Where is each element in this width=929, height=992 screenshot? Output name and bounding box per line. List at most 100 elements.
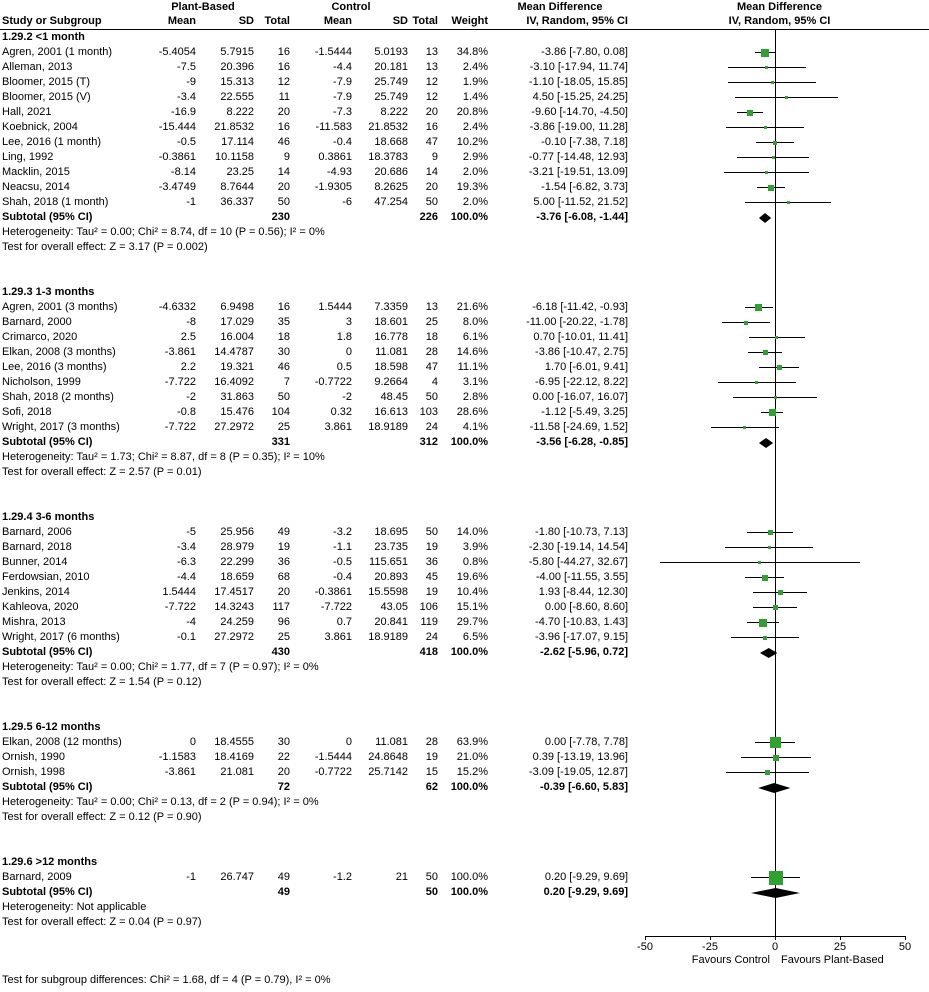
ctrl-total-cell: 16 <box>425 121 438 133</box>
pb-sd-cell <box>198 210 256 225</box>
pb-total-cell: 20 <box>277 106 290 118</box>
pb-mean-cell <box>150 780 198 795</box>
ci-plot-cell <box>630 405 929 420</box>
study-name: Crimarco, 2020 <box>2 331 78 343</box>
study-row: Barnard, 2018 -3.4 28.979 19 -1.1 23.735 19 3.9… <box>0 540 929 555</box>
effect-marker <box>785 96 789 99</box>
effect-marker <box>773 396 777 399</box>
ctrl-sd-cell: 9.2664 <box>374 376 408 388</box>
pb-sd-cell: 23.25 <box>226 166 254 178</box>
pb-sd-cell: 18.4555 <box>214 736 254 748</box>
ci-text-cell: -2.62 [-5.96, 0.72] <box>539 646 628 658</box>
subtotal-label: Subtotal (95% CI) <box>2 436 93 448</box>
effect-marker <box>765 66 769 69</box>
ctrl-total-cell: 45 <box>425 571 438 583</box>
favours-left-label: Favours Control <box>691 954 770 966</box>
effect-marker <box>769 737 781 748</box>
pb-mean-cell <box>150 210 198 225</box>
ctrl-mean-cell: -0.4 <box>333 136 352 148</box>
ci-text-cell: -3.09 [-19.05, 12.87] <box>528 766 628 778</box>
weight-cell: 29.7% <box>456 616 488 628</box>
effect-marker <box>762 635 767 640</box>
pb-mean-cell: -5.4054 <box>158 46 196 58</box>
ci-plot-cell <box>630 765 929 780</box>
ci-plot-cell <box>630 540 929 555</box>
subgroup-label: 1.29.6 >12 months <box>2 856 98 868</box>
study-name: Hall, 2021 <box>2 106 52 118</box>
ctrl-mean-cell: -0.4 <box>333 571 352 583</box>
ci-text-cell: -6.95 [-22.12, 8.22] <box>535 376 628 388</box>
ci-text-cell: -1.12 [-5.49, 3.25] <box>541 406 628 418</box>
ctrl-sd-cell <box>354 435 410 450</box>
study-name: Ling, 1992 <box>2 151 54 163</box>
ctrl-sd-cell: 20.181 <box>374 61 408 73</box>
section-gap <box>0 255 929 285</box>
ci-text-cell: -4.00 [-11.55, 3.55] <box>535 571 628 583</box>
weight-cell: 6.5% <box>462 631 488 643</box>
axis-tick-label: -50 <box>637 941 653 953</box>
ci-plot-cell <box>630 315 929 330</box>
ci-plot-cell <box>630 435 929 450</box>
pb-mean-cell <box>150 885 198 900</box>
study-name: Bunner, 2014 <box>2 556 68 568</box>
ctrl-mean-cell: -0.5 <box>333 556 352 568</box>
ci-plot-cell <box>630 570 929 585</box>
effect-marker <box>764 770 770 775</box>
ctrl-total-cell: 312 <box>419 436 438 448</box>
study-row: Neacsu, 2014 -3.4749 8.7644 20 -1.9305 8.2625… <box>0 180 929 195</box>
ci-text-cell: -3.76 [-6.08, -1.44] <box>536 211 628 223</box>
study-row: Jenkins, 2014 1.5444 17.4517 20 -0.3861 15.55… <box>0 585 929 600</box>
pb-sd-cell: 16.4092 <box>214 376 254 388</box>
study-name: Jenkins, 2014 <box>2 586 70 598</box>
pb-total-cell: 430 <box>271 646 290 658</box>
study-row: Nicholson, 1999 -7.722 16.4092 7 -0.7722 9.26… <box>0 375 929 390</box>
effect-marker <box>767 530 773 535</box>
ci-plot-cell <box>630 345 929 360</box>
ci-text-cell: -3.56 [-6.28, -0.85] <box>536 436 628 448</box>
study-row: Mishra, 2013 -4 24.259 96 0.7 20.841 119 29.7% -… <box>0 615 929 630</box>
study-row: Barnard, 2000 -8 17.029 35 3 18.601 25 8.0% -11.… <box>0 315 929 330</box>
weight-cell: 1.9% <box>462 76 488 88</box>
weight-cell: 100.0% <box>450 781 488 793</box>
x-axis: -50 -25 0 25 50 Favours Control Favours Plan… <box>0 936 929 976</box>
weight-cell: 21.6% <box>456 301 488 313</box>
zero-line <box>775 29 776 936</box>
ctrl-sd-cell: 15.5598 <box>368 586 408 598</box>
ctrl-total-cell: 19 <box>425 541 438 553</box>
control-group-header: Control <box>331 1 371 13</box>
pb-total-cell: 22 <box>277 751 290 763</box>
pb-sd-cell <box>198 780 256 795</box>
ctrl-total-cell: 12 <box>425 91 438 103</box>
weight-cell: 11.1% <box>457 361 488 373</box>
ctrl-sd-cell <box>354 885 410 900</box>
axis-tick <box>710 936 711 940</box>
pb-sd-cell: 28.979 <box>220 541 254 553</box>
study-name: Barnard, 2000 <box>2 316 72 328</box>
ci-plot-cell <box>630 330 929 345</box>
ctrl-total-cell: 418 <box>419 646 438 658</box>
effect-marker <box>772 140 777 145</box>
ctrl-total-cell: 20 <box>425 106 438 118</box>
pb-sd-cell <box>198 645 256 660</box>
subtotal-label: Subtotal (95% CI) <box>2 211 93 223</box>
ci-plot-cell <box>630 150 929 165</box>
study-row: Ling, 1992 -0.3861 10.1158 9 0.3861 18.3783 9 2… <box>0 150 929 165</box>
ci-text-cell: 0.00 [-16.07, 16.07] <box>532 391 628 403</box>
effect-marker <box>771 156 775 159</box>
ctrl-total-cell: 47 <box>425 136 438 148</box>
ctrl-mean-cell: 0.32 <box>330 406 352 418</box>
ctrl-sd-cell: 25.7142 <box>368 766 408 778</box>
axis-tick-label: 50 <box>898 941 912 953</box>
ci-text-cell: -6.18 [-11.42, -0.93] <box>532 301 628 313</box>
ctrl-mean-cell: 1.5444 <box>318 301 352 313</box>
pb-mean-cell: -3.4 <box>177 91 196 103</box>
ctrl-sd-cell: 7.3359 <box>374 301 408 313</box>
pb-total-cell: 104 <box>271 406 290 418</box>
pb-total-cell: 46 <box>277 361 290 373</box>
study-name: Bloomer, 2015 (V) <box>2 91 91 103</box>
effect-marker <box>755 381 759 384</box>
weight-cell: 2.9% <box>462 151 488 163</box>
ctrl-sd-cell: 21 <box>395 871 408 883</box>
ctrl-sd-cell: 18.3783 <box>368 151 408 163</box>
